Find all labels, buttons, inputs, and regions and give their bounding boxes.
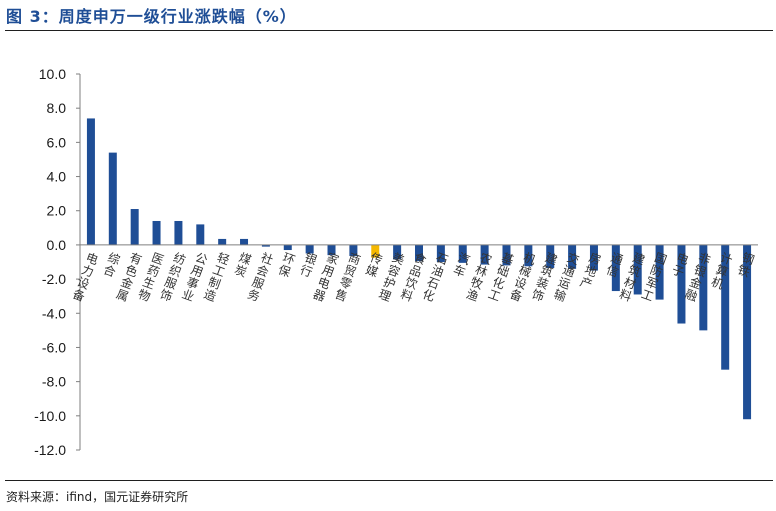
y-tick-label: -6.0 bbox=[42, 339, 66, 355]
category-label: 商贸零售 bbox=[333, 249, 363, 304]
category-label: 汽车 bbox=[451, 249, 472, 279]
y-axis: 10.0 8.0 6.0 4.0 2.0 0.0 -2.0 -4.0 -6.0 -8.0 -10.0… bbox=[34, 66, 81, 458]
bottom-rule bbox=[5, 480, 773, 481]
bar-1 bbox=[108, 152, 117, 245]
category-label: 国防军工 bbox=[639, 250, 668, 304]
bar-16 bbox=[436, 244, 445, 262]
category-label: 计算机 bbox=[709, 250, 734, 292]
bar-17 bbox=[458, 244, 467, 263]
y-tick-label: 6.0 bbox=[47, 134, 67, 150]
y-tick-label: 10.0 bbox=[39, 66, 66, 82]
y-tick-label: -12.0 bbox=[34, 442, 66, 458]
category-label: 家用电器 bbox=[311, 249, 341, 304]
y-tick-label: 8.0 bbox=[47, 100, 67, 116]
bar-28 bbox=[699, 244, 708, 331]
y-tick-label: -4.0 bbox=[42, 305, 66, 321]
bar-25 bbox=[633, 244, 642, 295]
category-label: 轻工制造 bbox=[202, 250, 231, 304]
bar-15 bbox=[415, 244, 423, 262]
category-label: 农林牧渔 bbox=[464, 250, 493, 304]
category-label: 纺织服饰 bbox=[158, 250, 187, 304]
category-label: 医药生物 bbox=[136, 250, 165, 304]
category-label: 煤炭 bbox=[233, 250, 254, 279]
bar-10 bbox=[305, 244, 314, 254]
category-label: 机械设备 bbox=[508, 250, 537, 304]
bar-0 bbox=[86, 118, 95, 245]
bar-8 bbox=[261, 244, 270, 247]
category-label: 美容护理 bbox=[377, 250, 406, 304]
y-tick-label: -10.0 bbox=[34, 408, 66, 424]
category-label: 钢铁 bbox=[736, 250, 757, 279]
category-label: 电子 bbox=[670, 250, 691, 279]
category-label: 基础化工 bbox=[486, 250, 515, 304]
bar-21 bbox=[546, 244, 555, 268]
category-label: 非银金融 bbox=[683, 250, 712, 304]
bar-12 bbox=[349, 244, 358, 257]
category-label: 食品饮料 bbox=[399, 249, 429, 304]
y-tick-label: 0.0 bbox=[47, 237, 67, 253]
bar-27 bbox=[677, 244, 686, 324]
top-rule bbox=[5, 30, 773, 31]
bar-24 bbox=[611, 244, 620, 292]
bar-5 bbox=[196, 224, 205, 245]
category-label: 有色金属 bbox=[114, 250, 143, 304]
bar-14 bbox=[393, 244, 402, 260]
bar-chart: 10.0 8.0 6.0 4.0 2.0 0.0 -2.0 -4.0 -6.0 -8.0 -10.0… bbox=[34, 66, 758, 458]
bar-26 bbox=[655, 244, 664, 300]
y-tick-label: 4.0 bbox=[47, 169, 67, 185]
bar-19 bbox=[502, 244, 511, 266]
category-label: 通信 bbox=[604, 250, 625, 279]
category-label: 传媒 bbox=[364, 249, 385, 279]
bar-20 bbox=[524, 244, 533, 267]
bar-23 bbox=[589, 244, 598, 271]
category-label: 房地产 bbox=[578, 249, 603, 292]
category-label: 公用事业 bbox=[180, 250, 209, 304]
category-label: 社会服务 bbox=[246, 249, 276, 304]
category-label: 建筑材料 bbox=[617, 250, 646, 304]
bar-3 bbox=[152, 220, 161, 245]
category-label: 交通运输 bbox=[552, 249, 582, 304]
bar-2 bbox=[130, 209, 139, 245]
figure-title: 图 3：周度申万一级行业涨跌幅（%） bbox=[6, 7, 297, 26]
category-labels: 电力设备综合有色金属医药生物纺织服饰公用事业轻工制造煤炭社会服务环保银行家用电器… bbox=[71, 249, 757, 304]
bar-13 bbox=[371, 244, 380, 258]
bar-6 bbox=[218, 238, 227, 245]
y-tick-label: 2.0 bbox=[47, 203, 67, 219]
bar-18 bbox=[480, 244, 489, 265]
bar-11 bbox=[327, 244, 336, 256]
bar-22 bbox=[568, 244, 577, 269]
category-label: 银行 bbox=[298, 250, 319, 279]
category-label: 电力设备 bbox=[71, 250, 100, 304]
bar-4 bbox=[174, 220, 183, 245]
category-label: 综合 bbox=[101, 250, 122, 279]
bar-9 bbox=[283, 244, 292, 251]
category-label: 石油石化 bbox=[421, 250, 450, 304]
bar-30 bbox=[743, 244, 752, 420]
y-tick-label: -2.0 bbox=[42, 271, 66, 287]
bars-group bbox=[86, 118, 752, 420]
category-label: 环保 bbox=[276, 250, 297, 279]
source-note: 资料来源：ifind，国元证券研究所 bbox=[6, 490, 189, 504]
bar-29 bbox=[721, 244, 730, 370]
category-label: 建筑装饰 bbox=[530, 250, 559, 304]
y-tick-label: -8.0 bbox=[42, 374, 66, 390]
bar-7 bbox=[240, 238, 249, 245]
